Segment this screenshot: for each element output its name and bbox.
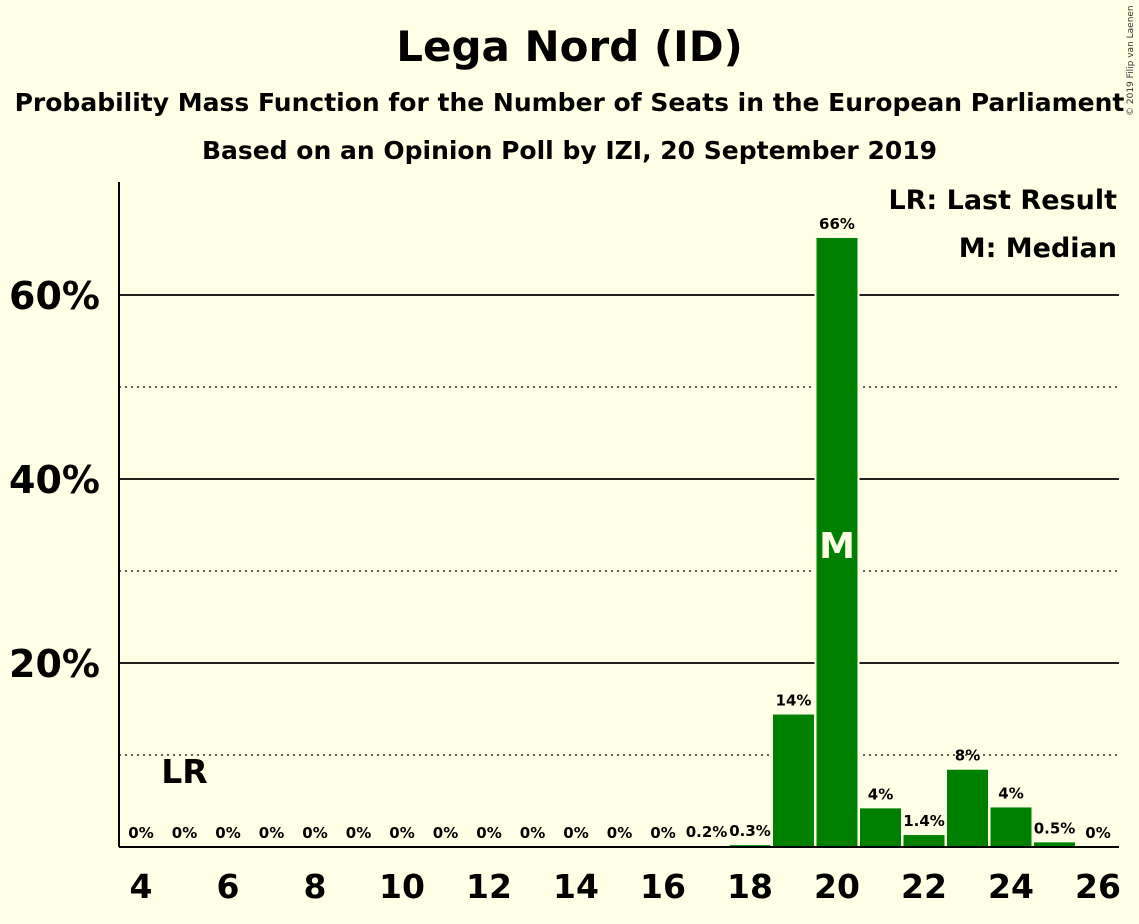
bar-label-seats-18: 0.3% (729, 822, 771, 840)
bar-label-seats-7: 0% (259, 824, 284, 842)
x-tick-label: 24 (988, 867, 1034, 906)
y-tick-label: 20% (9, 642, 100, 686)
bar-label-seats-22: 1.4% (903, 812, 945, 830)
bar-seats-19 (773, 714, 814, 847)
bar-label-seats-11: 0% (433, 824, 458, 842)
bar-label-seats-26: 0% (1085, 824, 1110, 842)
bar-seats-25 (1034, 842, 1075, 847)
bar-labels: 0% 0% 0% 0% 0% 0% 0% 0% 0% 0% 0% 0% 0% 0.2% 0.3% 14% 66%… (128, 215, 1110, 842)
chart-subtitle-poll: Based on an Opinion Poll by IZI, 20 Sept… (201, 136, 938, 165)
bar-halo (727, 843, 773, 847)
y-tick-label: 60% (9, 274, 100, 318)
median-marker: M (819, 526, 855, 567)
bar-seats-24 (990, 807, 1032, 847)
bar-label-seats-20: 66% (819, 215, 855, 233)
grid-lines (119, 294, 1119, 756)
x-tick-label: 26 (1075, 867, 1121, 906)
x-tick-label: 22 (901, 867, 947, 906)
bar-label-seats-10: 0% (389, 824, 414, 842)
y-tick-labels: 20% 40% 60% (9, 274, 100, 686)
x-tick-label: 4 (130, 867, 153, 906)
bar-seats-22 (903, 835, 945, 847)
x-tick-label: 14 (553, 867, 599, 906)
x-tick-label: 12 (466, 867, 512, 906)
bar-label-seats-21: 4% (868, 785, 893, 803)
bar-label-seats-13: 0% (520, 824, 545, 842)
bar-halo (684, 844, 729, 847)
x-tick-labels: 4 6 8 10 12 14 16 18 20 22 24 26 (130, 867, 1121, 906)
chart-subtitle: Probability Mass Function for the Number… (14, 88, 1125, 117)
bar-label-seats-23: 8% (955, 747, 980, 765)
x-tick-label: 8 (304, 867, 327, 906)
x-tick-label: 16 (640, 867, 686, 906)
bar-label-seats-8: 0% (302, 824, 327, 842)
x-tick-label: 6 (217, 867, 240, 906)
chart-title: Lega Nord (ID) (396, 22, 743, 71)
bar-label-seats-5: 0% (172, 824, 197, 842)
bars (684, 235, 1077, 847)
last-result-marker: LR (161, 752, 207, 791)
bar-seats-20 (816, 237, 858, 847)
bar-label-seats-12: 0% (476, 824, 501, 842)
x-tick-label: 10 (379, 867, 425, 906)
bar-label-seats-24: 4% (998, 784, 1023, 802)
legend-last-result: LR: Last Result (888, 185, 1117, 216)
bar-label-seats-17: 0.2% (686, 823, 728, 841)
bar-seats-21 (860, 808, 901, 847)
bar-label-seats-9: 0% (346, 824, 371, 842)
bar-label-seats-4: 0% (128, 824, 153, 842)
bar-label-seats-16: 0% (650, 824, 675, 842)
bar-label-seats-14: 0% (563, 824, 588, 842)
bar-label-seats-19: 14% (776, 692, 812, 710)
markers: LR M (161, 526, 855, 791)
bar-label-seats-15: 0% (607, 824, 632, 842)
y-tick-label: 40% (9, 458, 100, 502)
x-tick-label: 20 (814, 867, 860, 906)
bar-label-seats-25: 0.5% (1034, 819, 1076, 837)
x-tick-label: 18 (727, 867, 773, 906)
axes (118, 182, 1119, 848)
bar-label-seats-6: 0% (215, 824, 240, 842)
bar-seats-23 (947, 769, 988, 847)
legend-median: M: Median (959, 233, 1117, 264)
